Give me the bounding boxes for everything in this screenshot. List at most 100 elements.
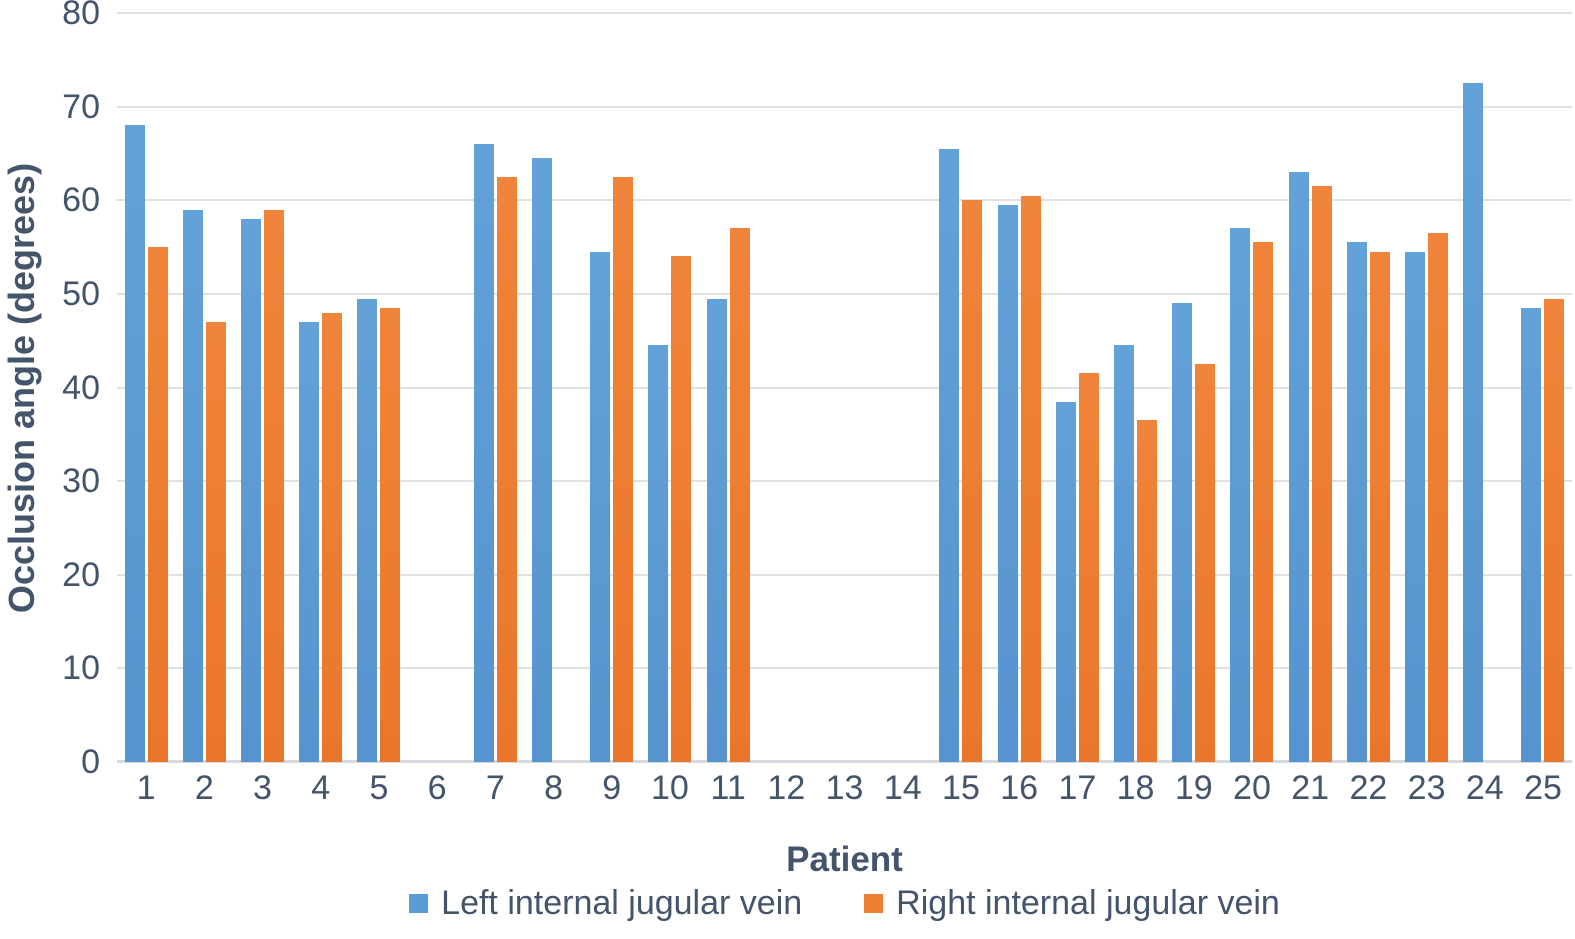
bar-group-patient-16 xyxy=(990,13,1048,762)
gridline-60 xyxy=(117,199,1572,202)
bar-group-patient-12 xyxy=(757,13,815,762)
gridline-20 xyxy=(117,573,1572,576)
y-tick-label-70: 70 xyxy=(62,87,100,126)
x-tick-label-18: 18 xyxy=(1116,769,1155,807)
bar-group-patient-17 xyxy=(1048,13,1106,762)
bar-left-patient-21 xyxy=(1288,172,1309,762)
bar-group-patient-19 xyxy=(1165,13,1223,762)
bar-left-patient-16 xyxy=(997,204,1018,762)
y-tick-label-50: 50 xyxy=(62,274,100,313)
bar-right-patient-11 xyxy=(729,228,750,762)
bar-group-patient-11 xyxy=(699,13,757,762)
legend-label-right-series: Right internal jugular vein xyxy=(896,884,1280,922)
bar-group-patient-3 xyxy=(233,13,291,762)
bar-right-patient-9 xyxy=(613,176,634,762)
x-tick-label-22: 22 xyxy=(1349,769,1388,807)
x-tick-label-25: 25 xyxy=(1524,769,1562,807)
bar-group-patient-22 xyxy=(1339,13,1397,762)
bar-left-patient-25 xyxy=(1521,307,1542,762)
bar-group-patient-9 xyxy=(583,13,641,762)
x-tick-label-10: 10 xyxy=(651,769,689,807)
bar-left-patient-15 xyxy=(939,148,960,762)
bar-right-patient-16 xyxy=(1020,195,1041,762)
bar-group-patient-8 xyxy=(524,13,582,762)
legend-item-right-series: Right internal jugular vein xyxy=(864,886,1280,920)
bar-left-patient-4 xyxy=(299,321,320,762)
bar-right-patient-3 xyxy=(264,209,284,762)
bar-right-patient-1 xyxy=(147,247,168,762)
y-tick-label-30: 30 xyxy=(62,462,100,501)
y-tick-label-40: 40 xyxy=(62,368,100,407)
bar-left-patient-1 xyxy=(124,125,145,762)
x-tick-label-8: 8 xyxy=(544,769,563,807)
bar-left-patient-9 xyxy=(590,251,611,762)
legend-label-left-series: Left internal jugular vein xyxy=(441,884,803,922)
plot-area xyxy=(117,12,1572,763)
x-tick-label-5: 5 xyxy=(369,769,389,807)
bar-right-patient-7 xyxy=(496,176,517,762)
bar-group-patient-23 xyxy=(1397,13,1455,762)
bar-left-patient-8 xyxy=(532,158,553,762)
bar-group-patient-24 xyxy=(1456,13,1514,762)
gridline-70 xyxy=(117,105,1572,108)
bar-groups-layer xyxy=(117,13,1572,762)
bar-group-patient-4 xyxy=(292,13,350,762)
bar-left-patient-7 xyxy=(473,144,494,762)
bar-right-patient-15 xyxy=(962,200,983,762)
y-tick-label-80: 80 xyxy=(62,0,100,32)
gridline-40 xyxy=(117,386,1572,389)
x-tick-label-23: 23 xyxy=(1407,769,1446,807)
bar-right-patient-18 xyxy=(1137,420,1158,762)
x-tick-label-6: 6 xyxy=(427,769,447,807)
bar-right-patient-25 xyxy=(1544,298,1565,762)
bar-group-patient-6 xyxy=(408,13,466,762)
x-tick-label-9: 9 xyxy=(602,769,622,807)
y-tick-label-20: 20 xyxy=(62,555,100,594)
x-tick-label-21: 21 xyxy=(1291,769,1330,807)
bar-group-patient-10 xyxy=(641,13,699,762)
x-tick-label-16: 16 xyxy=(1000,769,1039,807)
bar-right-patient-5 xyxy=(380,307,401,762)
bar-right-patient-4 xyxy=(322,312,343,762)
bar-left-patient-3 xyxy=(241,218,261,762)
y-axis-ticks: 0 10 20 30 40 50 60 70 80 xyxy=(0,0,100,779)
bar-right-patient-23 xyxy=(1428,233,1449,762)
x-tick-label-17: 17 xyxy=(1058,769,1097,807)
gridline-0 xyxy=(117,760,1572,763)
bar-left-patient-2 xyxy=(182,209,203,762)
gridline-10 xyxy=(117,667,1572,670)
legend-swatch-right-series-icon xyxy=(864,893,884,913)
bar-right-patient-22 xyxy=(1369,251,1390,762)
y-tick-label-0: 0 xyxy=(81,743,100,781)
bar-group-patient-18 xyxy=(1106,13,1164,762)
bar-group-patient-13 xyxy=(815,13,873,762)
x-tick-label-14: 14 xyxy=(883,769,922,807)
bar-left-patient-11 xyxy=(706,298,727,762)
x-tick-label-1: 1 xyxy=(136,769,156,807)
gridline-80 xyxy=(117,12,1572,14)
bar-left-patient-20 xyxy=(1230,228,1251,762)
gridline-30 xyxy=(117,480,1572,483)
bar-group-patient-21 xyxy=(1281,13,1339,762)
x-axis-title: Patient xyxy=(786,840,903,879)
x-tick-label-13: 13 xyxy=(825,769,864,807)
bar-group-patient-5 xyxy=(350,13,408,762)
bar-group-patient-20 xyxy=(1223,13,1281,762)
bar-right-patient-20 xyxy=(1253,242,1274,762)
bar-left-patient-23 xyxy=(1405,251,1426,762)
bar-right-patient-10 xyxy=(671,256,692,762)
x-tick-label-15: 15 xyxy=(942,769,980,807)
x-tick-label-24: 24 xyxy=(1465,769,1504,807)
x-axis-ticks: 1 2 3 4 5 6 7 8 9 10 11 12 13 14 15 16 17 18 19 20 21 22 23 24 2… xyxy=(117,771,1572,805)
chart-legend: Left internal jugular vein Right interna… xyxy=(117,886,1572,920)
bar-group-patient-2 xyxy=(175,13,233,762)
x-tick-label-20: 20 xyxy=(1233,769,1271,807)
x-tick-label-12: 12 xyxy=(767,769,806,807)
bar-right-patient-19 xyxy=(1195,364,1216,762)
x-tick-label-4: 4 xyxy=(311,769,331,807)
gridline-50 xyxy=(117,292,1572,295)
gridlines-layer xyxy=(117,12,1572,763)
bar-right-patient-17 xyxy=(1078,373,1099,762)
legend-item-left-series: Left internal jugular vein xyxy=(409,886,802,920)
bar-group-patient-1 xyxy=(117,13,175,762)
